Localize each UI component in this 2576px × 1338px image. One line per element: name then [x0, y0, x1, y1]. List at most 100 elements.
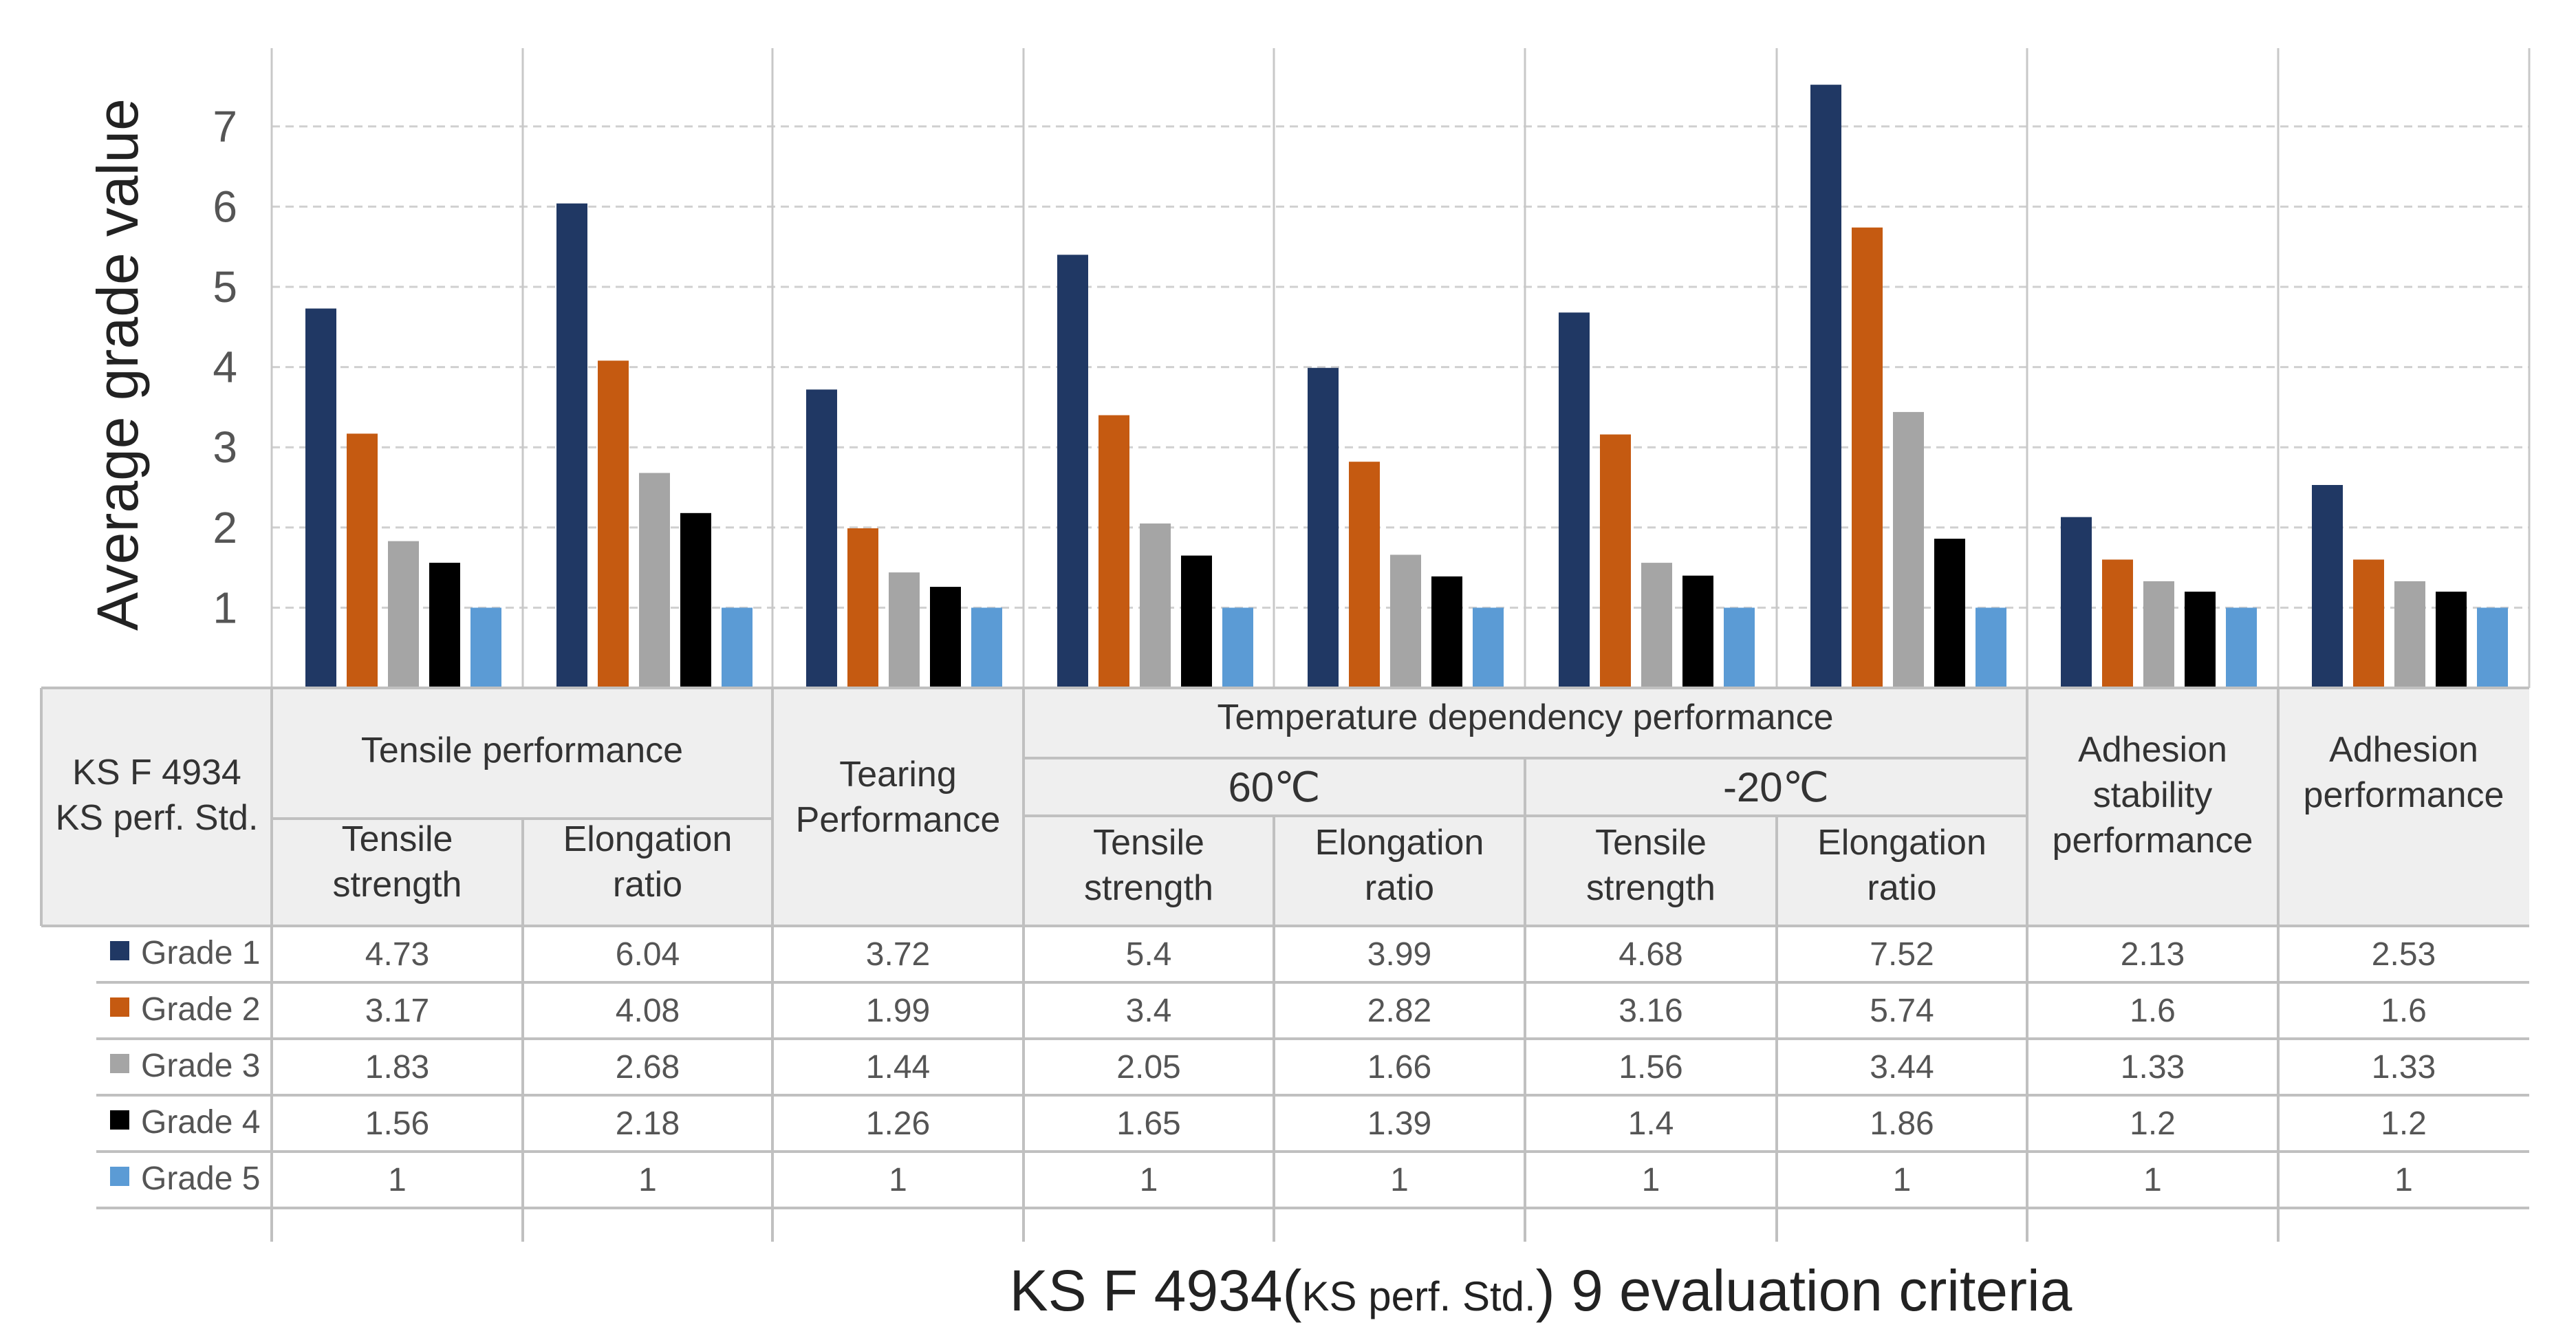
bar-grade-1	[1810, 85, 1841, 689]
bar-grade-2	[2102, 559, 2133, 688]
data-label: 1.83	[365, 1049, 429, 1086]
bar-grade-1	[1559, 312, 1590, 688]
category-header: Elongation	[563, 819, 733, 859]
data-label: 3.99	[1367, 936, 1431, 973]
data-label: 1.6	[2381, 993, 2427, 1029]
bar-grade-5	[722, 607, 753, 688]
y-tick-label: 4	[213, 343, 237, 392]
category-header: Elongation	[1817, 823, 1987, 863]
data-label: 4.73	[365, 936, 429, 973]
y-axis-label: Average grade value	[85, 98, 150, 631]
data-label: 3.72	[866, 936, 930, 973]
data-label: 1.86	[1870, 1105, 1934, 1142]
bar-grade-3	[1390, 554, 1421, 688]
y-tick-label: 6	[213, 182, 237, 231]
data-label: 6.04	[616, 936, 680, 973]
category-header: ratio	[1867, 868, 1936, 908]
legend-label: Grade 5	[141, 1161, 260, 1197]
group-header: performance	[2304, 775, 2504, 815]
data-label: 1.6	[2130, 993, 2176, 1029]
bar-grade-2	[598, 360, 629, 688]
legend-label: Grade 4	[141, 1104, 260, 1141]
data-label: 2.68	[616, 1049, 680, 1086]
data-label: 3.4	[1126, 993, 1172, 1029]
category-header: Tensile	[1595, 823, 1707, 863]
data-label: 1	[2394, 1162, 2413, 1198]
bar-grade-4	[2185, 592, 2216, 688]
data-label: 3.17	[365, 993, 429, 1029]
bar-grade-1	[2312, 485, 2343, 688]
bar-grade-2	[2353, 559, 2384, 688]
bar-grade-3	[2394, 581, 2425, 688]
data-label: 1	[1642, 1162, 1660, 1198]
bar-grade-5	[2477, 607, 2508, 688]
data-label: 1.66	[1367, 1049, 1431, 1086]
subgroup-header: 60℃	[1228, 764, 1320, 810]
x-axis-label-part: ) 9 evaluation criteria	[1536, 1258, 2072, 1323]
bar-grade-1	[2061, 517, 2092, 688]
bar-grade-4	[2436, 592, 2467, 688]
data-label: 1.99	[866, 993, 930, 1029]
group-header: stability	[2093, 775, 2212, 815]
bar-grade-1	[1057, 255, 1088, 688]
bar-grade-5	[470, 607, 501, 688]
x-axis-label: KS F 4934(KS perf. Std.) 9 evaluation cr…	[1010, 1258, 2072, 1323]
group-header: performance	[2053, 821, 2253, 861]
legend-swatch	[110, 941, 129, 960]
group-header: Tensile performance	[361, 731, 683, 770]
legend-swatch	[110, 1110, 129, 1130]
legend-label: Grade 3	[141, 1048, 260, 1084]
data-label: 3.16	[1619, 993, 1682, 1029]
bar-grade-5	[1473, 607, 1504, 688]
bar-grade-4	[1181, 555, 1212, 688]
group-header: Temperature dependency performance	[1217, 698, 1833, 737]
bar-grade-5	[1222, 607, 1253, 688]
subgroup-header: -20℃	[1723, 764, 1829, 810]
data-label: 1.26	[866, 1105, 930, 1142]
legend-label: Grade 1	[141, 935, 260, 971]
data-label: 1.44	[866, 1049, 930, 1086]
bar-grade-2	[1852, 227, 1883, 688]
x-axis-label-part: KS perf. Std.	[1302, 1273, 1536, 1319]
data-label: 3.44	[1870, 1049, 1934, 1086]
data-label: 1	[1140, 1162, 1158, 1198]
category-header: Elongation	[1315, 823, 1484, 863]
bar-grade-1	[1308, 367, 1339, 688]
data-label: 7.52	[1870, 936, 1934, 973]
bar-grade-2	[1600, 434, 1631, 688]
data-label: 4.68	[1619, 936, 1682, 973]
bar-grade-2	[1098, 415, 1129, 688]
bar-grade-3	[1893, 411, 1924, 688]
group-header: Adhesion	[2078, 730, 2227, 770]
data-label: 5.74	[1870, 993, 1934, 1029]
data-label: 1.65	[1116, 1105, 1180, 1142]
legend-swatch	[110, 1054, 129, 1073]
data-label: 1.56	[365, 1105, 429, 1142]
data-label: 1	[638, 1162, 657, 1198]
table-corner-label: KS F 4934	[72, 753, 241, 792]
table-corner-label: KS perf. Std.	[56, 798, 259, 838]
legend-swatch	[110, 997, 129, 1017]
x-axis-label-part: KS F 4934(	[1010, 1258, 1302, 1323]
category-header: ratio	[1365, 868, 1434, 908]
bar-grade-3	[889, 572, 920, 688]
y-tick-label: 1	[213, 583, 237, 632]
data-label: 4.08	[616, 993, 680, 1029]
category-header: strength	[1084, 868, 1213, 908]
bar-grade-5	[2226, 607, 2257, 688]
group-header: Performance	[796, 800, 1001, 840]
data-label: 1.39	[1367, 1105, 1431, 1142]
bar-grade-4	[1682, 575, 1713, 688]
data-label: 1	[1390, 1162, 1409, 1198]
group-header: Tearing	[839, 755, 957, 795]
category-header: Tensile	[1093, 823, 1204, 863]
bar-grade-3	[1641, 563, 1672, 688]
y-tick-label: 3	[213, 422, 237, 472]
bar-grade-5	[1976, 607, 2006, 688]
data-label: 1.2	[2130, 1105, 2176, 1142]
data-label: 1.4	[1628, 1105, 1674, 1142]
y-tick-label: 7	[213, 102, 237, 151]
category-header: strength	[1586, 868, 1715, 908]
group-header: Adhesion	[2329, 730, 2478, 770]
